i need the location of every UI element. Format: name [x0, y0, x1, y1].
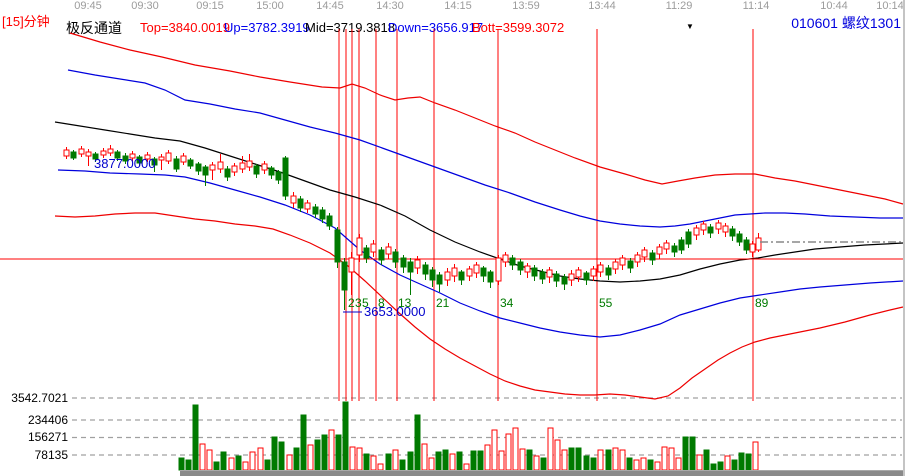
fib-count-label: 21	[436, 296, 450, 310]
channel-line-down	[57, 169, 904, 338]
time-axis-label: 15:00	[256, 0, 284, 12]
axis-value-label: 3542.7021	[11, 391, 68, 405]
channel-line-top	[69, 32, 904, 205]
time-axis-label: 11:29	[666, 0, 693, 12]
time-axis: 09:45 09:30 09:15 15:00 14:45 14:30 14:15 13:59…	[74, 0, 904, 12]
fib-count-label: 3	[355, 296, 362, 310]
left-axis-labels: 3542.7021 234406 156271 78135	[11, 391, 68, 462]
contract-title: 010601 螺纹1301	[791, 15, 901, 31]
axis-value-label: 78135	[35, 448, 69, 462]
channel-lines	[54, 32, 904, 400]
fib-time-zone-lines	[338, 29, 754, 401]
axis-value-label: 234406	[28, 413, 68, 427]
time-axis-label: 14:30	[376, 0, 404, 12]
fib-count-label: 13	[398, 296, 412, 310]
time-axis-label: 09:45	[74, 0, 102, 12]
fib-count-label: 89	[755, 296, 769, 310]
time-axis-label: 14:45	[316, 0, 344, 12]
window-right-border	[903, 0, 905, 476]
fib-time-zone-labels: 2 3 5 8 13 21 34 55 89	[348, 296, 769, 310]
indicator-mid-value: Mid=3719.3818	[305, 20, 395, 35]
time-axis-label: 11:14	[743, 0, 770, 12]
channel-line-up	[67, 69, 903, 228]
period-label[interactable]: [15]分钟	[2, 14, 50, 29]
price-annotation-label: 3653.0000	[364, 304, 425, 319]
fib-count-label: 8	[378, 296, 385, 310]
price-annotations: 3877.0000 3653.0000	[94, 156, 425, 319]
time-axis-label: 09:15	[196, 0, 224, 12]
fib-count-label: 55	[599, 296, 613, 310]
time-axis-label: 10:14	[876, 0, 904, 12]
fib-count-label: 2	[348, 296, 355, 310]
indicator-down-value: Down=3656.917	[388, 20, 484, 35]
time-axis-label: 14:15	[444, 0, 472, 12]
channel-line-mid	[54, 121, 904, 283]
axis-value-label: 156271	[28, 430, 68, 444]
price-annotation-label: 3877.0000	[94, 156, 155, 171]
time-axis-label: 13:44	[588, 0, 616, 12]
candles	[63, 145, 762, 310]
indicator-bott-value: Bott=3599.3072	[472, 20, 565, 35]
time-axis-label: 09:30	[131, 0, 159, 12]
indicator-top-value: Top=3840.0019	[140, 20, 231, 35]
fib-count-label: 34	[500, 296, 514, 310]
fib-count-label: 5	[362, 296, 369, 310]
indicator-name-label: 极反通道	[66, 20, 122, 36]
indicator-up-value: Up=3782.3919	[224, 20, 310, 35]
dropdown-arrow-icon[interactable]: ▼	[686, 22, 694, 31]
time-axis-label: 13:59	[512, 0, 540, 12]
time-axis-label: 10:44	[820, 0, 848, 12]
channel-line-bott	[54, 212, 904, 400]
volume-bars	[178, 401, 759, 471]
horizontal-scrollbar[interactable]	[180, 470, 903, 476]
